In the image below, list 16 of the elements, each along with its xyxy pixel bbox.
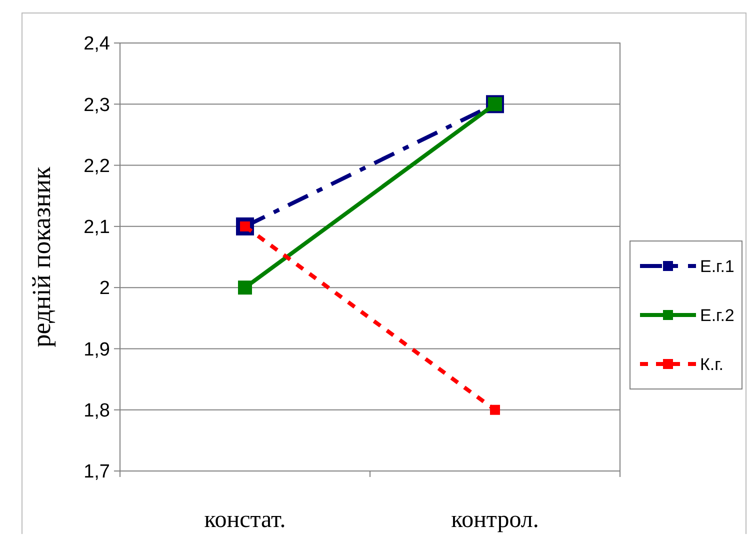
x-tick-label: констат. [204,507,286,533]
y-tick-label: 2,4 [84,34,110,55]
y-tick-label: 2,3 [84,94,110,116]
point [490,404,500,415]
y-tick-label: 2,2 [84,156,110,177]
y-axis-title: редній показник [27,166,56,348]
legend-label: К.г. [700,354,724,374]
y-tick-label: 2 [99,278,110,300]
y-tick-label: 1,7 [84,462,110,483]
x-tick-label: контрол. [451,507,539,533]
y-tick-label: 1,8 [84,400,110,422]
legend-label: Е.г.2 [700,306,734,325]
legend-label: Е.г.1 [700,256,734,276]
y-tick-label: 2,1 [84,217,110,238]
point [238,280,252,295]
y-tick-label: 1,9 [84,339,110,360]
